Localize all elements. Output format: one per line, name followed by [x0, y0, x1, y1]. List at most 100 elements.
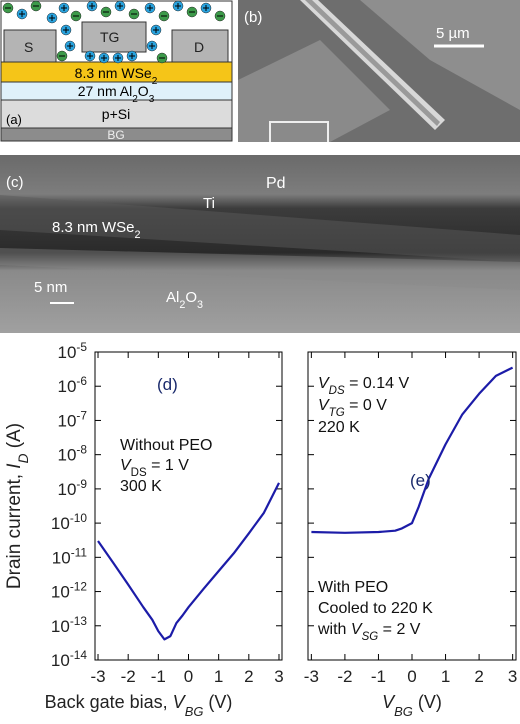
gate-label: TG — [100, 29, 119, 45]
x-tick-label: 0 — [184, 667, 193, 686]
tick-base: 10 — [51, 514, 70, 533]
text-run: V — [318, 375, 330, 392]
x-tick-label: 2 — [474, 667, 483, 686]
sem-edge — [269, 121, 329, 142]
backgate-layer — [0, 127, 233, 142]
text-run: 2 — [135, 229, 141, 241]
scale-label: 5 µm — [436, 25, 470, 42]
x-tick-label: 2 — [244, 667, 253, 686]
text-run: 2 — [179, 299, 185, 311]
text-run: 2 — [152, 76, 158, 87]
x-tick-label: -1 — [151, 667, 166, 686]
text-run: 8.3 nm WSe — [75, 65, 152, 81]
tick-base: 10 — [58, 411, 77, 430]
annotation: VDS = 0.14 V — [318, 375, 409, 397]
x-tick-label: 1 — [441, 667, 450, 686]
text-run: Drain current, — [4, 469, 25, 589]
tick-exponent: -7 — [76, 408, 87, 422]
tick-exponent: -13 — [70, 614, 88, 628]
tick-exponent: -10 — [70, 511, 88, 525]
panel-label: (e) — [410, 471, 431, 490]
text-run: 3 — [149, 94, 155, 105]
text-run: Without PEO — [120, 437, 212, 454]
y-axis-label: Drain current, ID (A) — [4, 423, 31, 589]
y-tick-label: 10-13 — [51, 614, 87, 636]
y-tick-label: 10-14 — [51, 648, 87, 670]
ions — [2, 0, 226, 64]
x-tick-label: 3 — [508, 667, 517, 686]
plot-frame — [94, 351, 283, 661]
sem-contact — [238, 40, 390, 142]
tick-base: 10 — [51, 651, 70, 670]
text-run: O — [138, 83, 149, 99]
text-run: V — [173, 692, 187, 712]
text-run: BG — [185, 704, 204, 719]
tick-base: 10 — [58, 377, 77, 396]
y-tick-label: 10-6 — [58, 374, 88, 396]
source-electrode — [3, 29, 57, 63]
text-run: (V) — [203, 692, 232, 712]
tick-base: 10 — [58, 343, 77, 362]
tick-base: 10 — [51, 583, 70, 602]
text-run: 3 — [197, 299, 203, 311]
metal-label: Pd — [266, 175, 286, 192]
x-tick-label: -1 — [371, 667, 386, 686]
panel-a: S TG D 8.3 nm WSe2 27 nm Al2O3 p+Si BG (… — [0, 0, 233, 142]
top-gate — [81, 21, 147, 53]
metal-label: Ti — [203, 195, 215, 212]
sem-contact — [360, 0, 520, 110]
annotation: With PEO — [318, 579, 388, 596]
text-run: DS — [329, 385, 345, 397]
layer-label: p+Si — [102, 106, 130, 122]
text-run: SG — [362, 631, 379, 643]
text-run: with — [317, 621, 351, 638]
tick-exponent: -8 — [76, 443, 87, 457]
tick-base: 10 — [58, 446, 77, 465]
layer-label: BG — [107, 128, 124, 142]
text-run: BG — [394, 704, 413, 719]
text-run: V — [351, 621, 363, 638]
tick-exponent: -5 — [76, 340, 87, 354]
text-run: Back gate bias, — [45, 692, 173, 712]
y-tick-label: 10-5 — [58, 340, 88, 362]
annotation: 300 K — [120, 478, 162, 495]
tem-band — [0, 195, 520, 262]
layer-label: 8.3 nm WSe2 — [52, 219, 141, 241]
x-tick-label: -2 — [337, 667, 352, 686]
panel-label: (b) — [244, 9, 262, 26]
x-tick-label: -3 — [304, 667, 319, 686]
drain-electrode — [171, 29, 229, 63]
tick-base: 10 — [51, 617, 70, 636]
x-tick-label: -3 — [90, 667, 105, 686]
layer-label: 27 nm Al2O3 — [78, 83, 155, 105]
text-run: 2 — [132, 94, 138, 105]
annotation: with VSG = 2 V — [317, 621, 421, 643]
x-tick-label: -2 — [121, 667, 136, 686]
text-run: 300 K — [120, 478, 162, 495]
text-run: 220 K — [318, 419, 360, 436]
text-run: D — [16, 453, 31, 463]
text-run: With PEO — [318, 579, 388, 596]
data-line — [97, 482, 280, 641]
y-tick-label: 10-9 — [58, 477, 88, 499]
panel-label: (c) — [6, 174, 24, 191]
x-tick-label: 3 — [274, 667, 283, 686]
x-tick-label: 0 — [407, 667, 416, 686]
text-run: DS — [131, 467, 147, 479]
x-tick-label: 1 — [214, 667, 223, 686]
panel-label: (a) — [6, 112, 22, 127]
text-run: = 0 V — [345, 397, 388, 414]
panel-c: (c) Pd Ti 8.3 nm WSe2 5 nm Al2O3 — [0, 155, 520, 333]
scale-label: 5 nm — [34, 279, 67, 296]
sem-flake — [305, 0, 440, 126]
annotation: Without PEO — [120, 437, 212, 454]
text-run: V — [382, 692, 396, 712]
x-axis-label: VBG (V) — [382, 692, 442, 719]
charts: 10-1410-1310-1210-1110-1010-910-810-710-… — [4, 340, 517, 719]
text-run: TG — [329, 407, 345, 419]
data-line — [311, 366, 514, 534]
y-tick-label: 10-10 — [51, 511, 87, 533]
y-tick-label: 10-12 — [51, 580, 87, 602]
y-tick-label: 10-7 — [58, 408, 88, 430]
